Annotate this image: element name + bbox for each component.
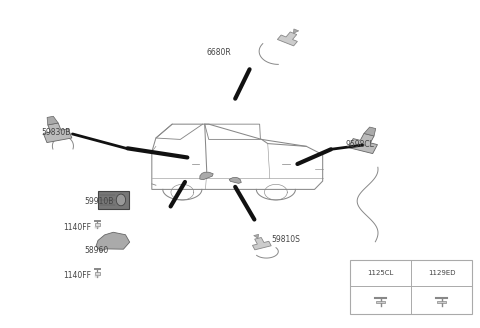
Polygon shape: [364, 127, 376, 136]
Polygon shape: [229, 177, 241, 183]
Polygon shape: [277, 32, 298, 46]
Text: 59830B: 59830B: [41, 129, 71, 137]
Bar: [97, 191, 129, 209]
Polygon shape: [293, 29, 299, 33]
Ellipse shape: [116, 194, 126, 206]
Polygon shape: [43, 123, 72, 143]
Text: 6680R: 6680R: [206, 49, 231, 57]
Polygon shape: [47, 116, 58, 125]
Polygon shape: [200, 172, 213, 180]
Text: 1129ED: 1129ED: [428, 270, 456, 276]
Bar: [350, 260, 472, 314]
Polygon shape: [96, 232, 130, 251]
Text: 1125CL: 1125CL: [367, 270, 394, 276]
Text: 59810S: 59810S: [271, 235, 300, 244]
Text: 9598CL: 9598CL: [345, 140, 374, 149]
Bar: [376, 300, 385, 303]
Text: 58960: 58960: [84, 246, 108, 255]
Polygon shape: [252, 237, 271, 250]
Bar: [95, 223, 100, 226]
Text: 59910B: 59910B: [84, 197, 114, 206]
Polygon shape: [348, 133, 377, 154]
Polygon shape: [254, 234, 259, 238]
Bar: [437, 300, 446, 303]
Bar: [95, 272, 100, 275]
Text: 1140FF: 1140FF: [63, 271, 91, 280]
Text: 1140FF: 1140FF: [63, 223, 91, 232]
